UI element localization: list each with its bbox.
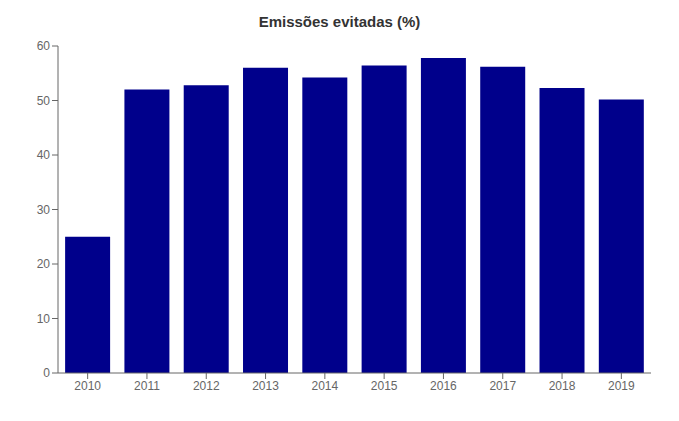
- svg-text:60: 60: [37, 39, 51, 53]
- html-text:Emissões evitadas (%): Emissões evitadas (%): [258, 13, 421, 30]
- svg-text:2016: 2016: [430, 379, 457, 393]
- svg-text:2019: 2019: [608, 379, 635, 393]
- svg-text:40: 40: [37, 148, 51, 162]
- svg-text:50: 50: [37, 94, 51, 108]
- svg-text:2012: 2012: [193, 379, 220, 393]
- svg-text:2015: 2015: [371, 379, 398, 393]
- svg-text:10: 10: [37, 312, 51, 326]
- svg-text:2011: 2011: [134, 379, 160, 393]
- svg-text:2014: 2014: [311, 379, 338, 393]
- svg-text:2010: 2010: [74, 379, 101, 393]
- svg-text:2018: 2018: [549, 379, 576, 393]
- svg-text:20: 20: [37, 257, 51, 271]
- svg-text:2013: 2013: [252, 379, 279, 393]
- svg-text:30: 30: [37, 203, 51, 217]
- svg-text:2017: 2017: [489, 379, 516, 393]
- svg-text:0: 0: [43, 366, 50, 380]
